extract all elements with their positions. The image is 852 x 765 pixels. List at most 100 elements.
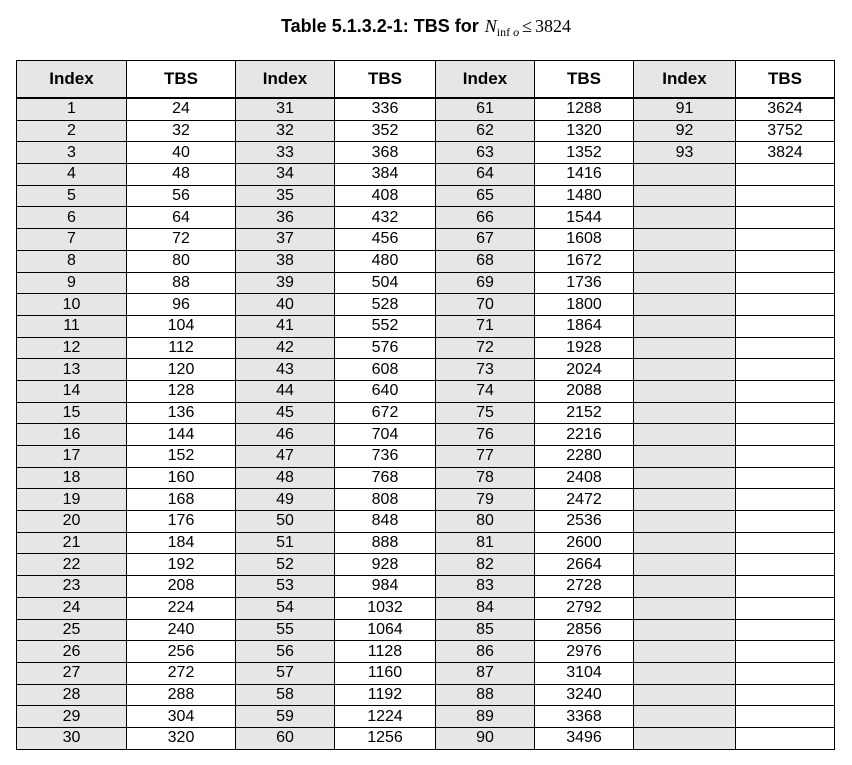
tbs-cell: 160 [126,466,236,490]
index-cell [633,726,736,750]
index-cell: 52 [235,553,335,577]
tbs-cell: 2600 [534,531,634,555]
tbs-cell: 2088 [534,379,634,403]
tbs-cell: 2024 [534,358,634,381]
index-cell: 70 [435,293,535,316]
tbs-cell [735,531,835,555]
index-cell: 67 [435,228,535,251]
index-cell: 63 [435,141,535,165]
tbs-cell: 1064 [334,618,436,642]
tbs-cell: 504 [334,271,436,295]
table-row: 6 64 36 432 66 1544 [16,206,835,230]
table-header-row: Index TBS Index TBS Index TBS Index TBS [16,60,835,99]
tbs-cell: 3824 [735,141,835,165]
index-cell: 48 [235,466,335,490]
table-row: 22 192 52 928 82 2664 [16,553,835,577]
index-cell [633,314,736,338]
table-caption: Table 5.1.3.2-1: TBS for Ninf o ≤3824 [0,13,852,45]
caption-math-subscript-italic: o [513,25,520,39]
tbs-cell: 168 [126,488,236,512]
index-cell: 17 [16,445,127,468]
index-cell: 58 [235,683,335,707]
table-row: 17 152 47 736 77 2280 [16,445,835,468]
index-cell: 33 [235,141,335,165]
table-row: 13 120 43 608 73 2024 [16,358,835,381]
index-cell: 68 [435,249,535,273]
tbs-cell: 2216 [534,423,634,446]
tbs-cell: 2536 [534,510,634,533]
tbs-cell: 1320 [534,119,634,143]
index-cell: 1 [16,97,127,121]
index-cell: 71 [435,314,535,338]
index-cell [633,271,736,295]
header-index: Index [435,60,535,99]
index-cell: 29 [16,705,127,728]
index-cell: 27 [16,661,127,685]
table-row: 26 256 56 1128 86 2976 [16,640,835,663]
index-cell: 54 [235,596,335,620]
index-cell: 55 [235,618,335,642]
index-cell [633,683,736,707]
index-cell: 62 [435,119,535,143]
tbs-cell [735,228,835,251]
tbs-cell: 352 [334,119,436,143]
tbs-cell [735,705,835,728]
table-row: 23 208 53 984 83 2728 [16,575,835,598]
tbs-cell: 640 [334,379,436,403]
index-cell: 35 [235,184,335,208]
table-row: 3 40 33 368 63 1352 93 3824 [16,141,835,165]
index-cell: 40 [235,293,335,316]
tbs-cell [735,293,835,316]
index-cell: 64 [435,163,535,186]
index-cell: 87 [435,661,535,685]
table-row: 2 32 32 352 62 1320 92 3752 [16,119,835,143]
index-cell [633,379,736,403]
index-cell: 66 [435,206,535,230]
caption-math-subscript-upright: inf [496,25,511,39]
tbs-cell: 1160 [334,661,436,685]
caption-title: Table 5.1.3.2-1: TBS for [281,16,479,36]
tbs-cell: 704 [334,423,436,446]
index-cell: 88 [435,683,535,707]
index-cell: 25 [16,618,127,642]
table-row: 27 272 57 1160 87 3104 [16,661,835,685]
index-cell: 26 [16,640,127,663]
header-index: Index [633,60,736,99]
index-cell: 56 [235,640,335,663]
index-cell [633,661,736,685]
tbs-cell [735,401,835,425]
tbs-cell: 1864 [534,314,634,338]
index-cell: 3 [16,141,127,165]
tbs-cell: 112 [126,336,236,360]
index-cell: 74 [435,379,535,403]
tbs-cell [735,661,835,685]
index-cell: 42 [235,336,335,360]
index-cell: 20 [16,510,127,533]
index-cell [633,596,736,620]
tbs-cell: 104 [126,314,236,338]
index-cell: 37 [235,228,335,251]
tbs-cell [735,726,835,750]
index-cell: 50 [235,510,335,533]
index-cell [633,466,736,490]
index-cell: 4 [16,163,127,186]
index-cell: 83 [435,575,535,598]
index-cell: 38 [235,249,335,273]
table-row: 5 56 35 408 65 1480 [16,184,835,208]
table-row: 21 184 51 888 81 2600 [16,531,835,555]
index-cell: 34 [235,163,335,186]
index-cell [633,401,736,425]
index-cell [633,249,736,273]
index-cell: 23 [16,575,127,598]
tbs-cell [735,184,835,208]
tbs-cell: 48 [126,163,236,186]
tbs-cell [735,336,835,360]
tbs-cell: 552 [334,314,436,338]
tbs-cell: 928 [334,553,436,577]
index-cell: 77 [435,445,535,468]
tbs-cell: 40 [126,141,236,165]
tbs-cell: 2408 [534,466,634,490]
index-cell [633,423,736,446]
table-row: 1 24 31 336 61 1288 91 3624 [16,97,835,121]
index-cell [633,228,736,251]
